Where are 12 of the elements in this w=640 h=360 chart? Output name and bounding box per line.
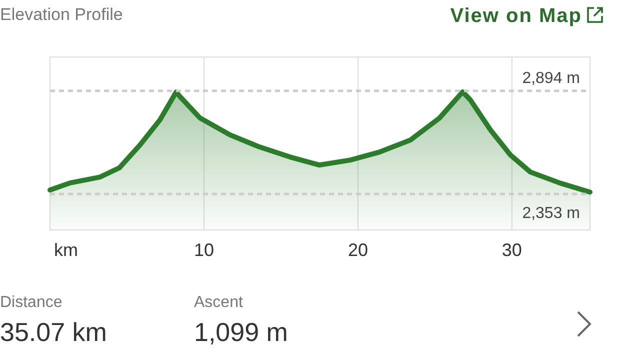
ref-line-label: 2,353 m (522, 204, 580, 222)
x-tick-label: 10 (194, 240, 214, 260)
x-tick-label: 20 (348, 240, 368, 260)
text: View on Map (450, 5, 582, 27)
ref-line-label: 2,894 m (522, 70, 580, 87)
chart-title: Elevation Profile (0, 5, 123, 24)
text: 1,099 m (194, 317, 288, 347)
x-tick-label: 30 (502, 240, 522, 260)
text: 35.07 km (0, 317, 107, 347)
x-axis-title: km (54, 240, 78, 260)
text: Ascent (194, 294, 244, 311)
text: Distance (0, 294, 62, 311)
